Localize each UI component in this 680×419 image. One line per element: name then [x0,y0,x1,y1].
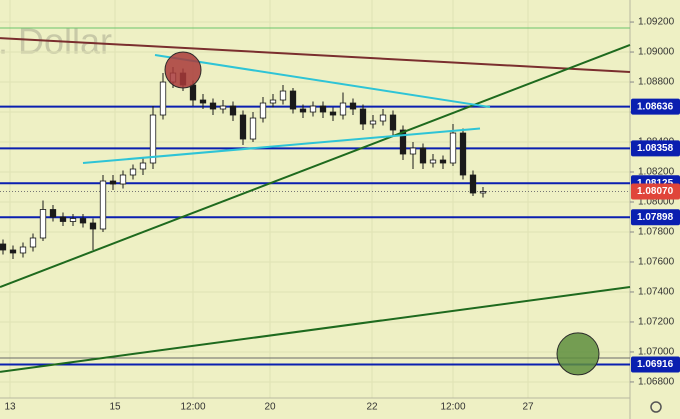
price-label: 1.08636 [637,101,674,112]
candle-body [19,246,27,254]
candle-body [209,102,217,110]
candle-body [279,90,287,101]
x-tick-label: 20 [264,402,276,413]
candle-body [289,90,297,110]
candle-body [139,162,147,170]
candle-body [89,222,97,230]
x-tick-label: 15 [109,402,121,413]
y-tick-label: 1.06800 [638,377,675,388]
price-label-bg [631,356,680,373]
candle-body [29,237,37,248]
trend-line [0,44,631,288]
trend-line [0,286,631,373]
y-tick-label: 1.07200 [638,317,675,328]
candle-body [39,209,47,239]
candle-body [189,84,197,101]
y-tick-label: 1.07400 [638,287,675,298]
candle-body [99,180,107,230]
candle-body [199,99,207,104]
candle-body [109,180,117,185]
candle-body [159,81,167,116]
candle-body [69,218,77,222]
trend-line [154,54,491,109]
candle-body [439,159,447,164]
candle-body [479,191,487,194]
candle-body [379,114,387,122]
candle-body [249,117,257,140]
candle-body [429,159,437,164]
candle-body [349,102,357,110]
x-tick-label: 22 [366,402,378,413]
candle-body [129,168,137,176]
y-tick-label: 1.08800 [638,77,675,88]
candle-body [389,114,397,131]
price-label: 1.07898 [637,212,674,223]
price-label-bg [631,209,680,226]
x-tick-label: 27 [522,402,534,413]
price-label-bg [631,183,680,200]
candle-body [449,132,457,164]
settings-icon [650,401,662,413]
y-tick-label: 1.07000 [638,347,675,358]
y-tick-label: 1.09200 [638,17,675,28]
candle-body [339,102,347,116]
y-tick-label: 1.08200 [638,167,675,178]
candle-body [329,111,337,116]
trend-line [82,127,481,165]
candle-body [299,108,307,113]
candle-body [419,147,427,164]
candle-body [59,216,67,222]
candle-body [219,105,227,110]
candle-body [79,218,87,224]
y-tick-label: 1.08000 [638,197,675,208]
price-label: 1.06916 [637,359,674,370]
marker-circle [164,51,202,89]
candle-body [309,105,317,113]
candle-body [49,209,57,218]
y-tick-label: 1.07600 [638,257,675,268]
candle-body [359,108,367,125]
candle-body [369,120,377,125]
price-label: 1.08125 [637,178,674,189]
price-label: 1.08070 [637,186,674,197]
price-label-bg [631,140,680,157]
x-tick-label: 13 [4,402,16,413]
candle-body [119,174,127,185]
candle-body [399,129,407,155]
candle-body [259,102,267,119]
candle-body [459,132,467,176]
y-tick-label: 1.09000 [638,47,675,58]
price-label-bg [631,98,680,115]
candle-body [0,243,7,251]
candle-body [469,174,477,194]
price-label: 1.08358 [637,143,674,154]
x-tick-label: 12:00 [180,402,205,413]
candle-body [229,105,237,116]
candle-body [319,105,327,113]
candle-body [149,114,157,164]
candle-body [269,99,277,104]
candle-body [239,114,247,140]
plot-area [0,0,630,398]
candle-body [9,249,17,254]
trend-line [0,37,631,73]
x-tick-label: 12:00 [440,402,465,413]
candle-body [409,147,417,155]
marker-circle [556,332,600,376]
y-tick-label: 1.07800 [638,227,675,238]
